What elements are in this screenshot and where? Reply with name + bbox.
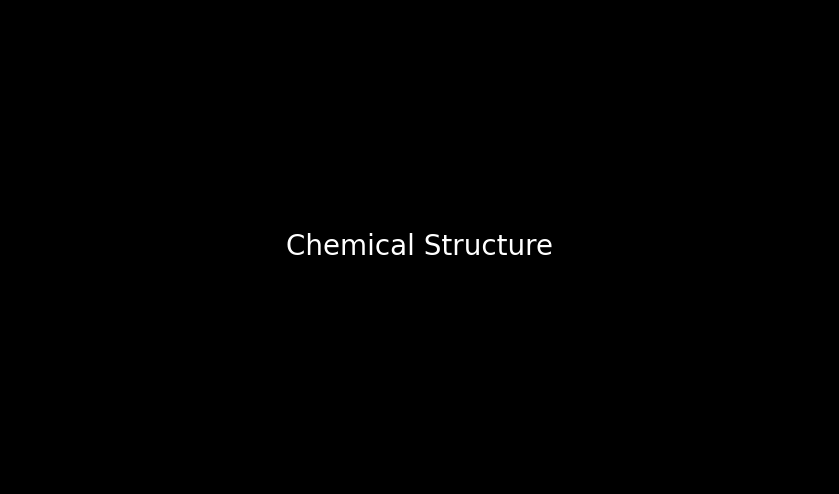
Text: Chemical Structure: Chemical Structure <box>286 233 553 261</box>
